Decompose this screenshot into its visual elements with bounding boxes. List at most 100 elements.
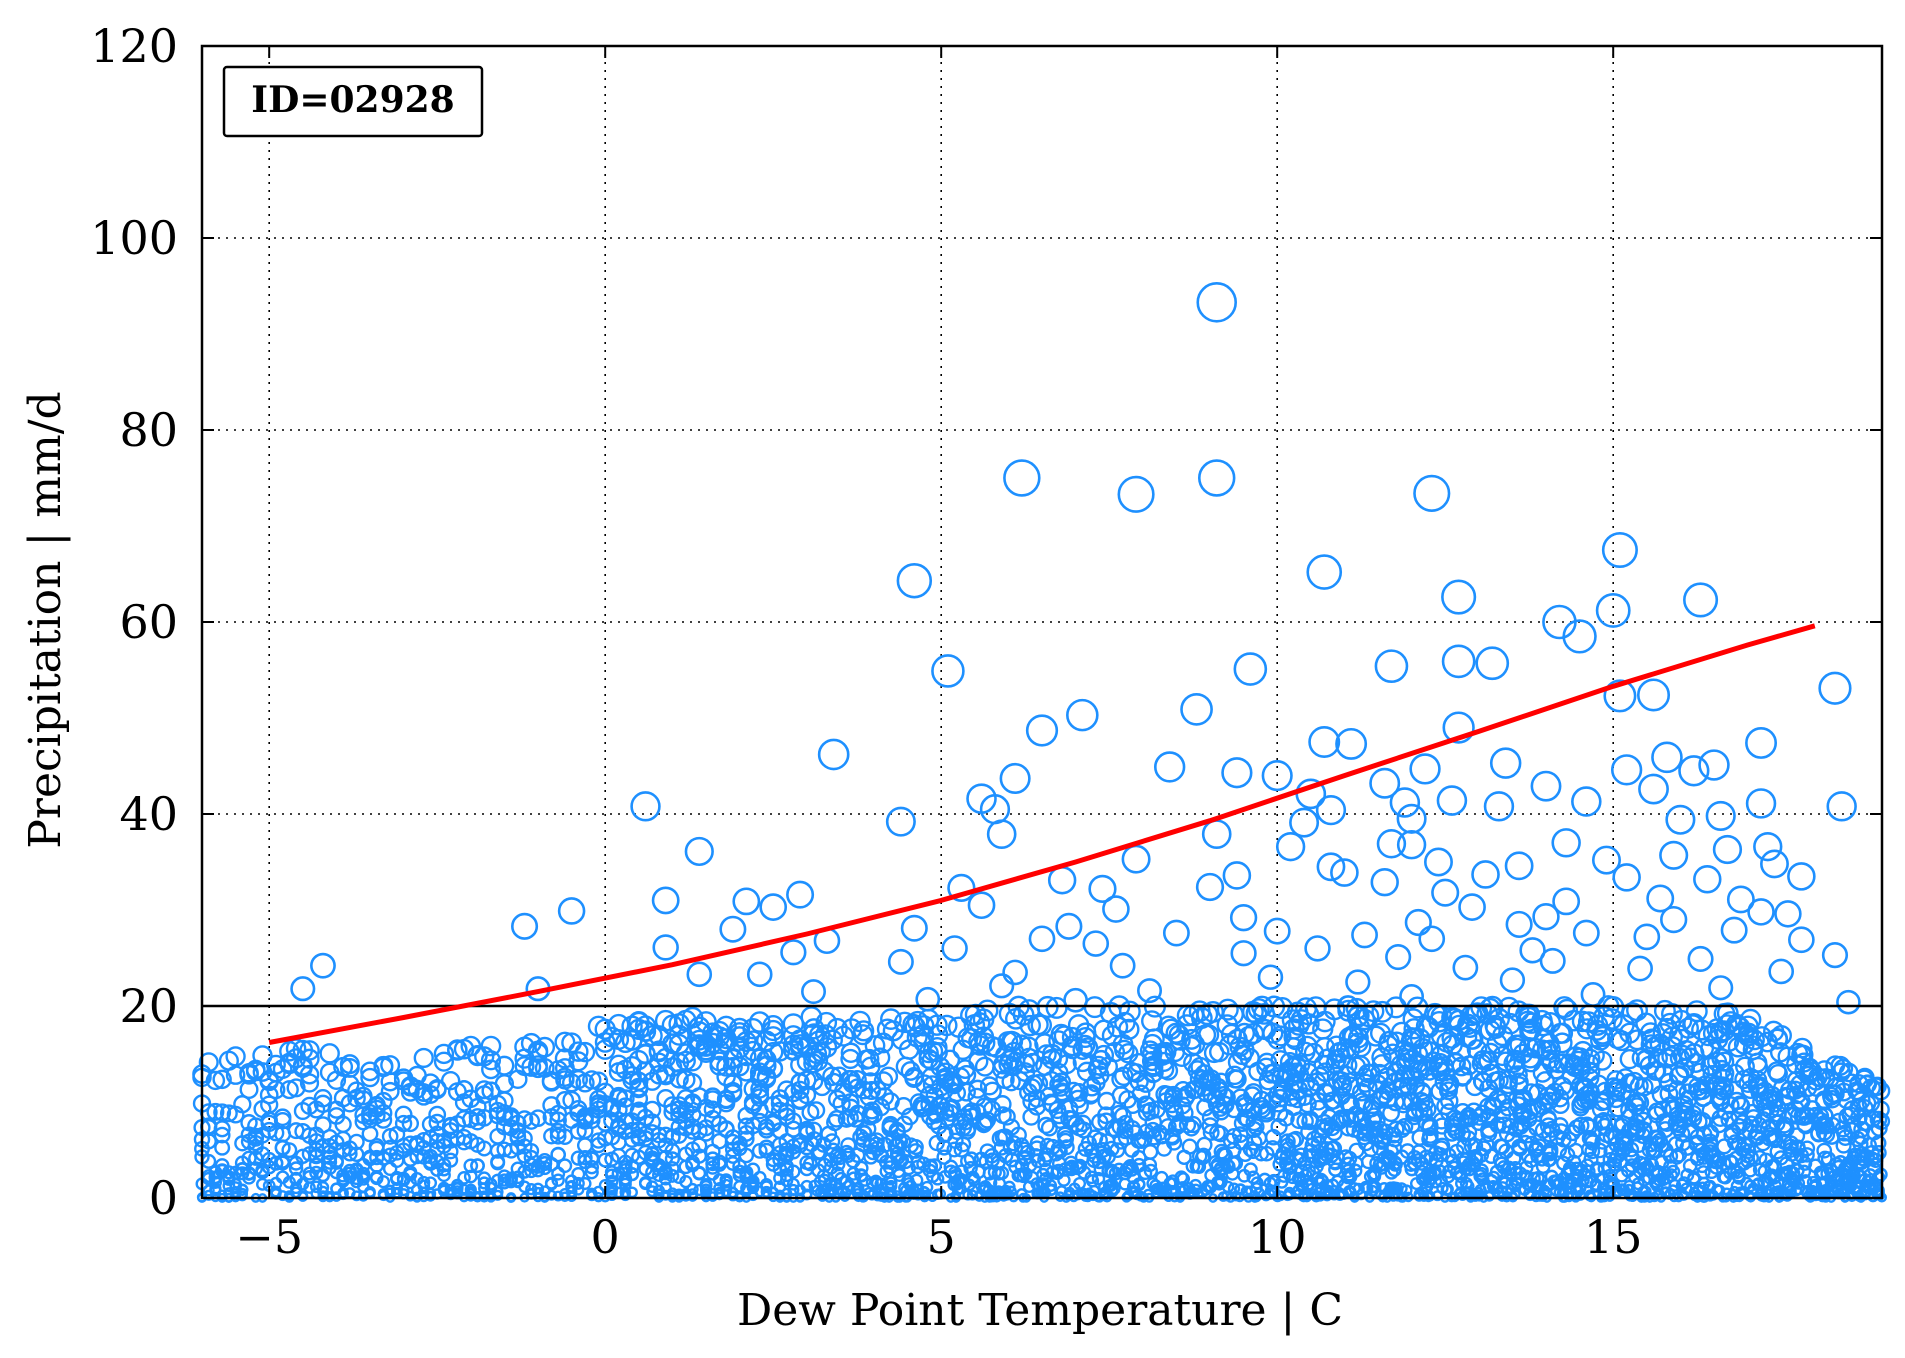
data-point	[1380, 1152, 1396, 1168]
data-point	[288, 1161, 304, 1176]
data-point	[837, 1110, 856, 1128]
data-point-outlier	[1693, 865, 1722, 894]
data-point	[1421, 1116, 1439, 1135]
data-point	[665, 1161, 680, 1176]
data-point	[1226, 1156, 1241, 1171]
data-point	[870, 1047, 891, 1068]
data-point	[1627, 1191, 1638, 1202]
data-point	[1462, 1028, 1484, 1050]
data-point	[1323, 998, 1346, 1021]
data-point	[742, 1030, 764, 1052]
data-point	[993, 1095, 1012, 1114]
data-point	[1791, 1037, 1813, 1059]
data-point	[1016, 1169, 1031, 1184]
data-point	[697, 1124, 715, 1142]
data-point	[1114, 1107, 1132, 1125]
data-point	[1495, 1116, 1513, 1134]
data-point	[442, 1143, 459, 1160]
data-point-outlier	[1698, 749, 1730, 781]
data-point-outlier	[1441, 644, 1476, 679]
data-point-outlier	[1257, 964, 1284, 990]
data-point	[242, 1171, 256, 1185]
data-point	[1470, 996, 1493, 1019]
fit-curve	[268, 623, 1816, 1045]
data-point	[555, 1090, 575, 1110]
data-point	[1831, 1062, 1851, 1083]
data-point	[1685, 1000, 1708, 1023]
data-point	[1645, 1061, 1666, 1081]
data-point	[1246, 1134, 1263, 1151]
data-point	[1418, 1040, 1440, 1062]
data-point	[1221, 1180, 1235, 1194]
data-point	[374, 1111, 393, 1129]
data-point-outlier	[786, 880, 815, 909]
data-point-outlier	[684, 836, 714, 867]
data-point	[252, 1045, 273, 1066]
data-point	[353, 1086, 373, 1106]
data-point	[702, 1032, 724, 1054]
x-tick-label: −5	[235, 1210, 303, 1264]
data-point-outlier	[1708, 975, 1734, 1001]
data-point	[584, 1165, 599, 1180]
data-point	[801, 1103, 820, 1122]
data-point-outlier	[989, 973, 1015, 999]
x-tick-label: 0	[591, 1210, 620, 1264]
data-point-outlier	[1572, 919, 1600, 947]
data-point	[1580, 1048, 1601, 1069]
data-point	[605, 1174, 619, 1188]
data-point	[953, 1141, 970, 1158]
data-point	[1711, 1059, 1732, 1080]
data-point-outlier	[896, 562, 933, 599]
data-point	[1018, 1166, 1033, 1181]
data-point	[719, 1175, 733, 1189]
data-point-outlier	[1197, 459, 1236, 497]
data-point	[1074, 1027, 1096, 1049]
data-point	[1850, 1148, 1866, 1164]
data-point	[686, 1182, 699, 1196]
data-point	[1022, 1108, 1041, 1126]
data-point	[822, 1029, 843, 1051]
y-axis-title: Precipitation | mm/d	[20, 391, 71, 848]
data-point	[266, 1080, 286, 1100]
data-point-outlier	[1289, 807, 1320, 838]
data-point	[852, 1182, 865, 1195]
data-point	[241, 1150, 257, 1166]
data-point-outlier	[1660, 905, 1688, 934]
data-point	[864, 1035, 886, 1056]
data-point-outlier	[1082, 930, 1110, 957]
data-point-outlier	[1646, 884, 1675, 913]
data-point	[679, 1175, 693, 1189]
data-point	[742, 1018, 764, 1040]
data-point	[861, 1107, 880, 1126]
data-point-outlier	[1351, 921, 1378, 949]
data-point	[484, 1177, 498, 1191]
data-point	[1070, 1119, 1088, 1137]
data-point	[727, 1190, 739, 1202]
data-point	[380, 1081, 400, 1101]
y-tick-labels: 0 20 40 60 80 100 120	[90, 19, 178, 1225]
data-point	[1181, 1138, 1198, 1155]
data-point	[495, 1091, 514, 1110]
data-point	[1421, 1127, 1439, 1144]
data-point	[939, 1049, 961, 1070]
data-point-outlier	[1230, 940, 1257, 967]
data-point-outlier	[759, 893, 788, 921]
data-point-outlier	[1308, 726, 1341, 758]
data-point-outlier	[1137, 978, 1163, 1004]
data-point	[752, 1170, 767, 1185]
data-point	[760, 1178, 773, 1191]
data-point	[1332, 1077, 1352, 1097]
data-point-outlier	[1330, 858, 1359, 887]
data-point	[1796, 1117, 1815, 1135]
data-point-outlier	[290, 976, 316, 1002]
data-point	[1105, 1165, 1120, 1180]
data-point-outlier	[1504, 851, 1534, 881]
data-point	[1678, 1189, 1690, 1201]
data-point	[688, 1016, 710, 1038]
data-point	[360, 1067, 380, 1088]
data-point	[1227, 1182, 1241, 1195]
data-point	[1106, 1185, 1119, 1198]
data-point-outlier	[1396, 830, 1427, 860]
data-point	[236, 1190, 248, 1202]
data-point	[557, 1158, 573, 1174]
